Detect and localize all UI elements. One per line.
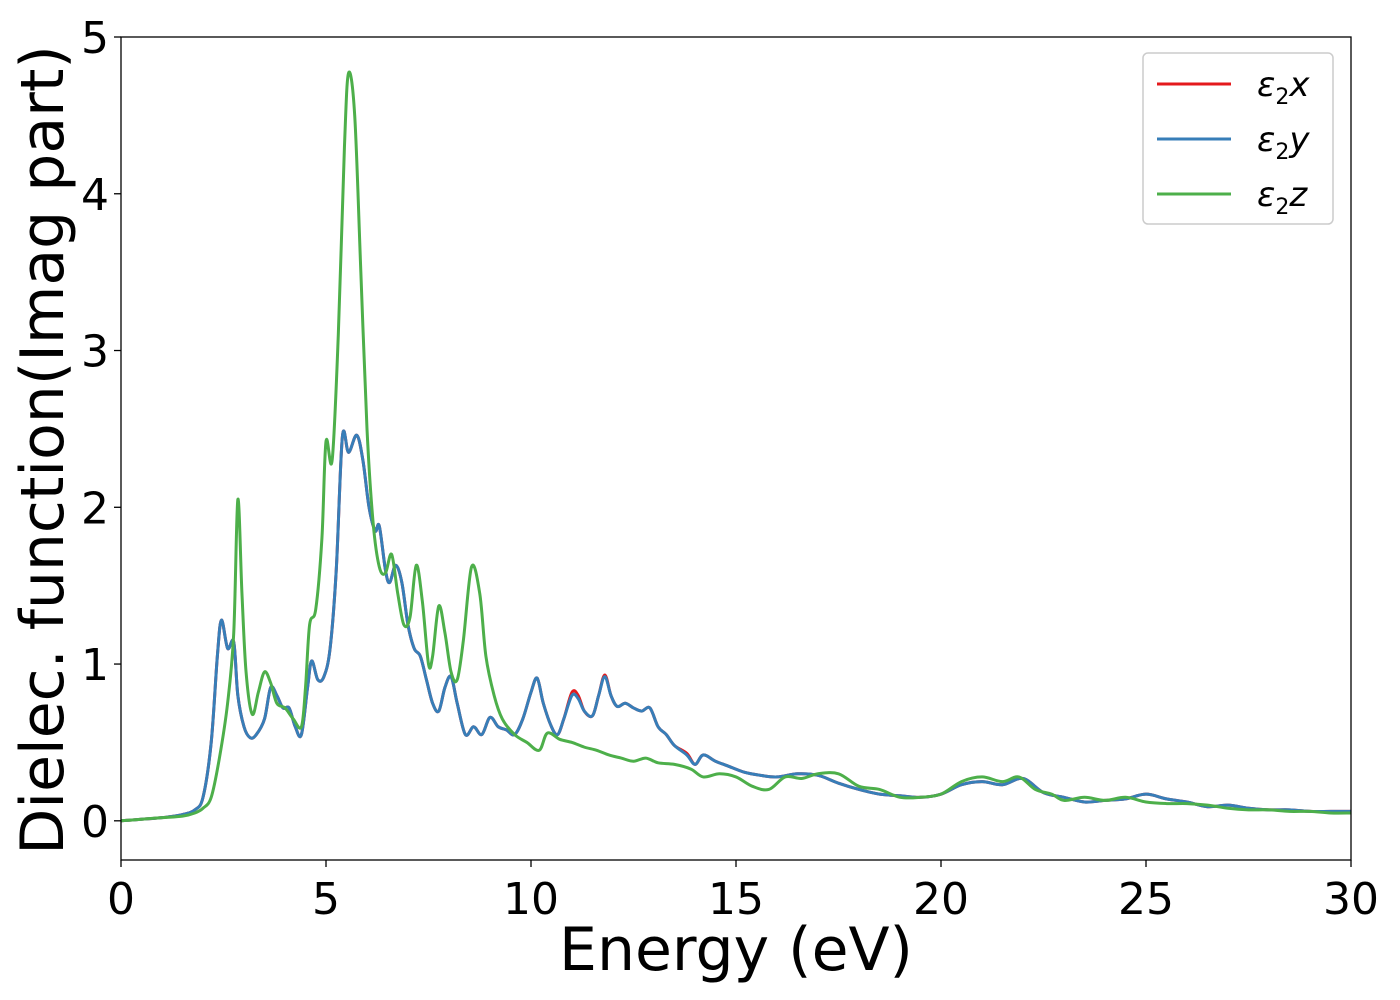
legend-box xyxy=(1142,52,1334,225)
x-axis-ticks: 0 5 10 15 20 25 30 xyxy=(107,860,1379,925)
x-axis-label: Energy (eV) xyxy=(559,915,913,985)
series-group xyxy=(121,70,1351,823)
plot-area xyxy=(120,36,1352,861)
legend: ε2x ε2y ε2z xyxy=(1142,52,1334,225)
x-tick-label: 25 xyxy=(1118,874,1174,925)
y-tick-label: 2 xyxy=(81,483,109,534)
x-tick-label: 10 xyxy=(503,874,559,925)
x-tick-label: 30 xyxy=(1323,874,1379,925)
y-tick-label: 3 xyxy=(81,327,109,378)
x-tick-label: 20 xyxy=(913,874,969,925)
legend-label-x: ε2x xyxy=(1257,65,1310,110)
series-line-z xyxy=(121,70,1351,823)
x-tick-label: 15 xyxy=(708,874,764,925)
x-tick-label: 5 xyxy=(312,874,340,925)
x-tick-label: 0 xyxy=(107,874,135,925)
legend-label-z: ε2z xyxy=(1257,175,1308,220)
y-axis-ticks: 0 1 2 3 4 5 xyxy=(81,13,121,848)
series-line-y xyxy=(121,429,1351,823)
y-tick-label: 0 xyxy=(81,797,109,848)
legend-label-y: ε2y xyxy=(1257,120,1310,165)
y-tick-label: 5 xyxy=(81,13,109,64)
y-tick-label: 1 xyxy=(81,640,109,691)
y-tick-label: 4 xyxy=(81,170,109,221)
y-axis-label: Dielec. function(Imag part) xyxy=(8,45,78,855)
